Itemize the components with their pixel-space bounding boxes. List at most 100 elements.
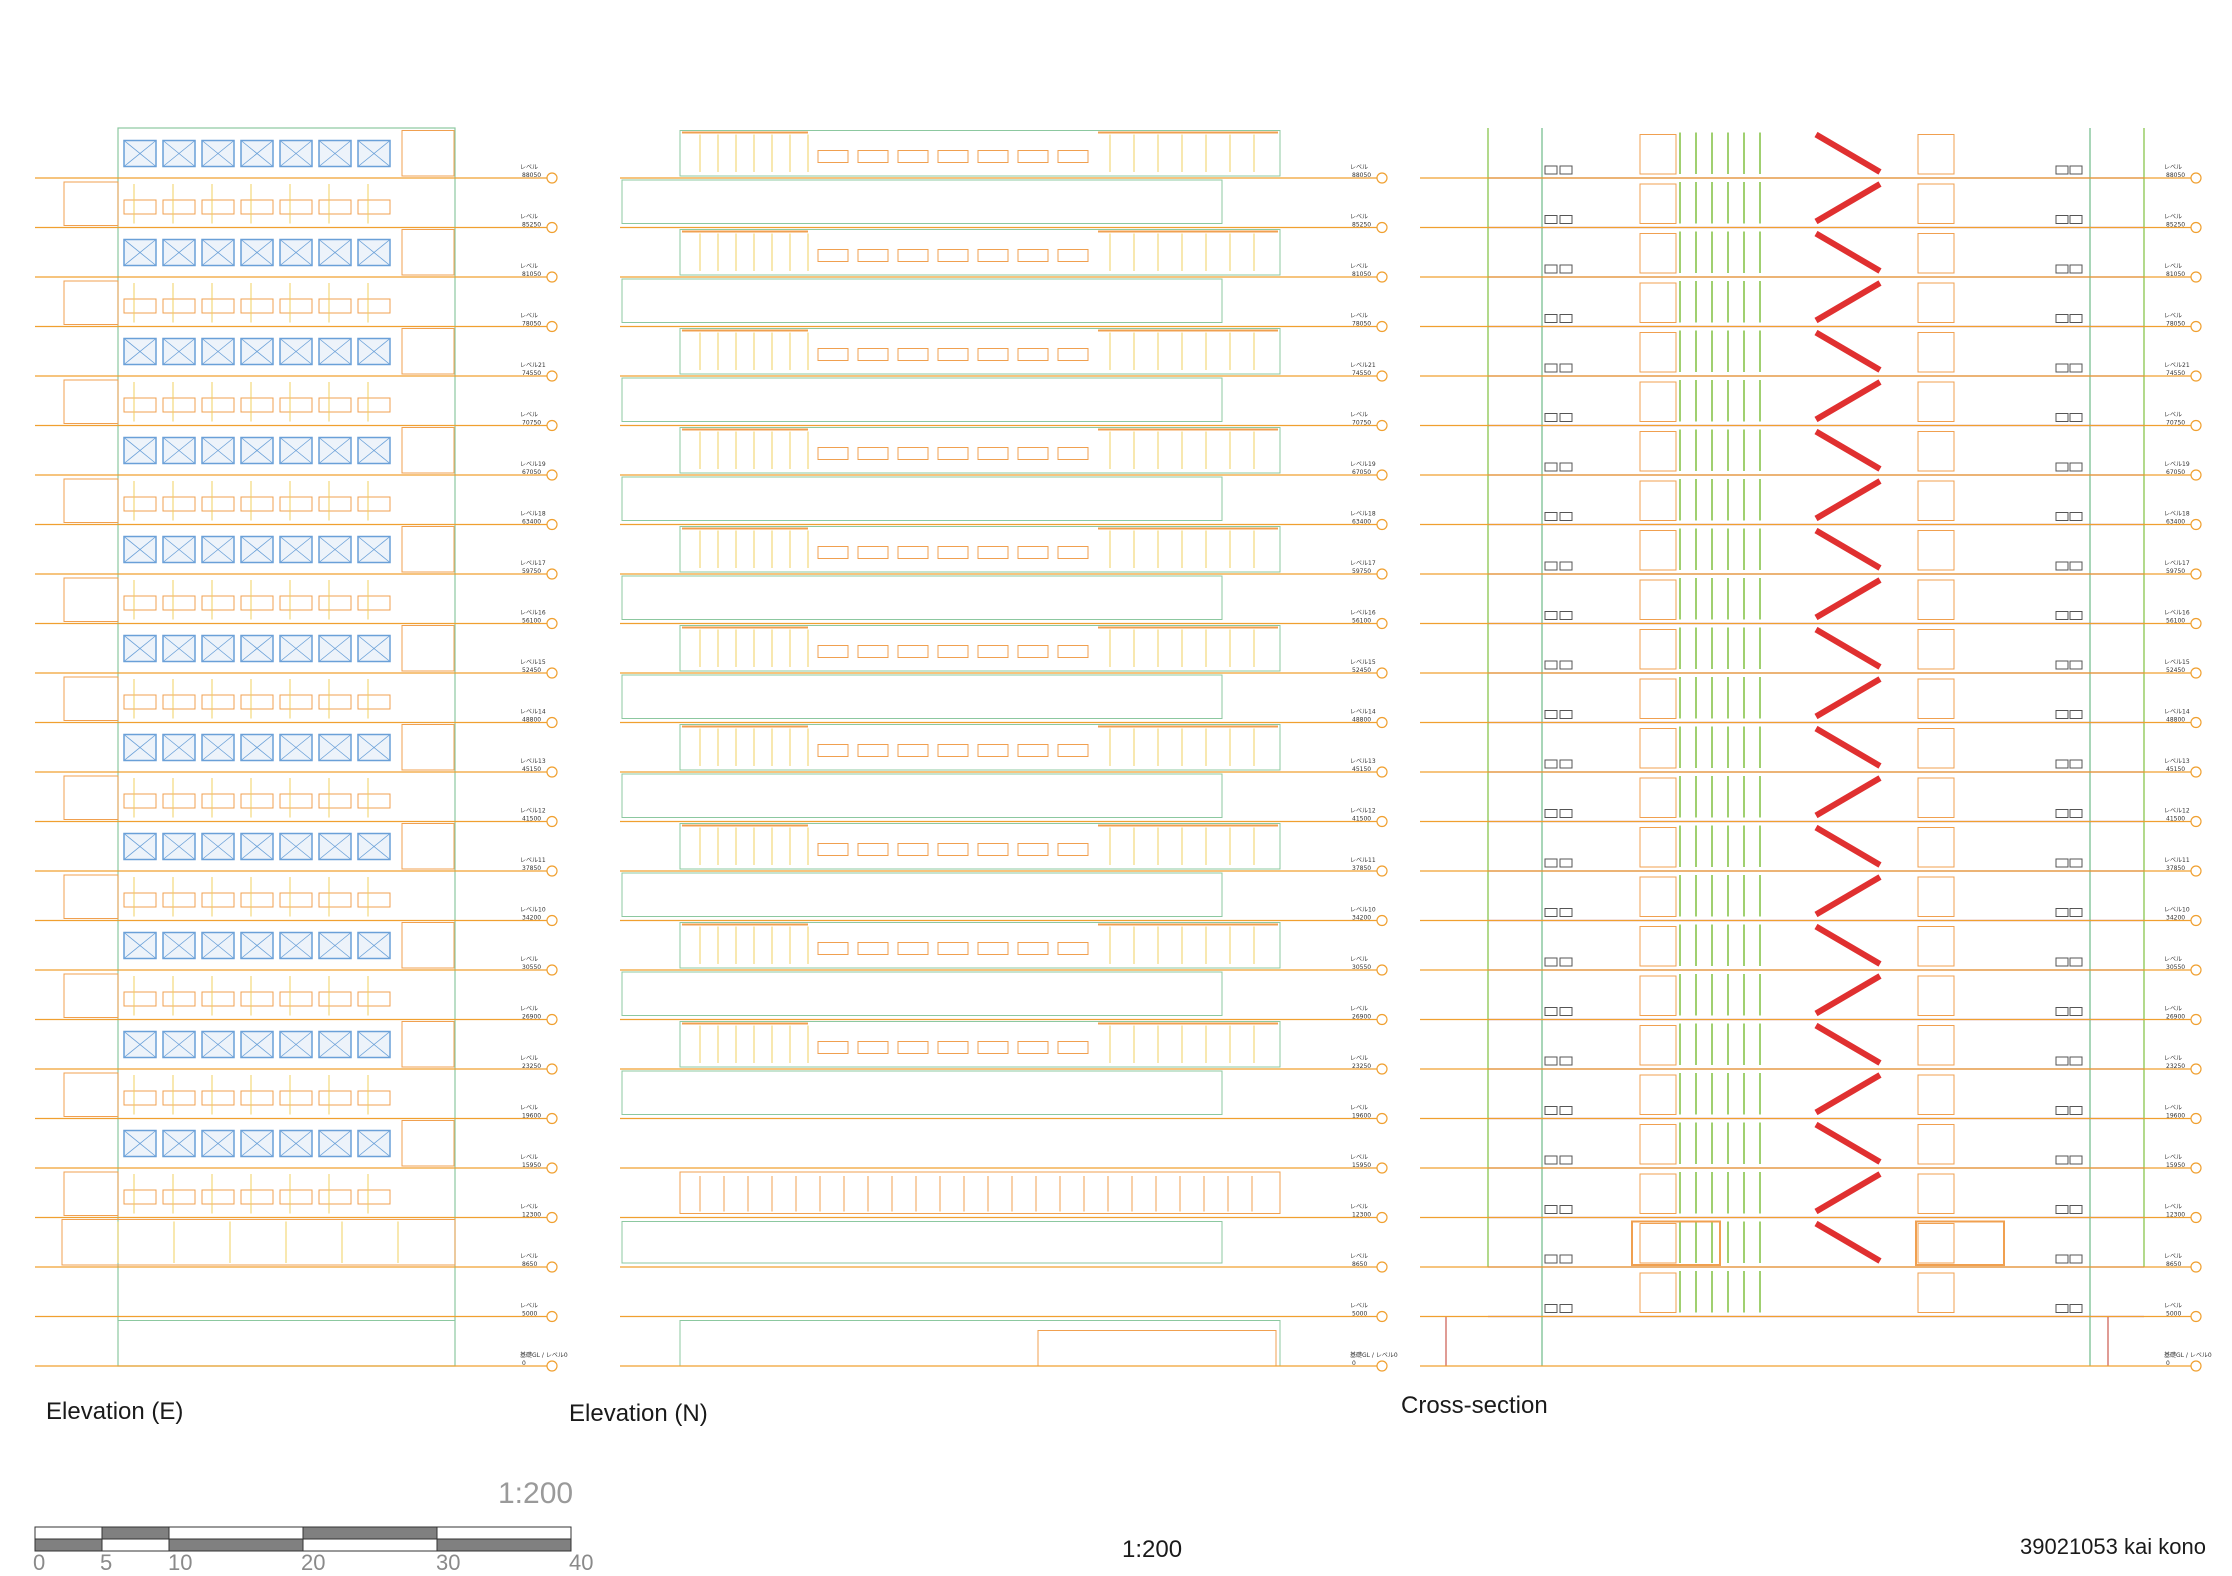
level-name: レベル10 <box>1350 907 1376 914</box>
window-unit <box>977 645 1009 658</box>
level-name: レベル <box>2164 214 2182 221</box>
window-unit <box>937 1041 969 1054</box>
window-unit <box>1057 843 1089 856</box>
stair-flight <box>1814 577 1882 621</box>
facade-bay <box>679 526 1281 573</box>
side-bay <box>401 724 455 771</box>
furniture <box>1559 1304 1573 1313</box>
window-unit <box>279 1189 313 1205</box>
room-door <box>1639 629 1677 670</box>
window-unit <box>1057 942 1089 955</box>
level-value: 30550 <box>1352 964 1371 971</box>
level-name: レベル14 <box>520 709 546 716</box>
window-unit <box>857 645 889 658</box>
stair-flight <box>1814 725 1882 769</box>
furniture <box>1559 1056 1573 1066</box>
room-door <box>1917 1223 1955 1264</box>
glass-brace <box>240 536 274 563</box>
level-circle <box>546 221 558 234</box>
window-unit <box>357 496 391 512</box>
window-unit <box>1017 249 1049 262</box>
level-name: レベル <box>520 1055 538 1062</box>
scale-tick: 40 <box>569 1550 594 1575</box>
window-unit <box>937 843 969 856</box>
glass-brace <box>162 1130 196 1157</box>
level-value: 45150 <box>1352 766 1371 773</box>
level-name: レベル18 <box>520 511 546 518</box>
furniture <box>2055 611 2069 620</box>
level-circle <box>2190 320 2202 333</box>
window-unit <box>817 744 849 757</box>
glass-brace <box>357 635 391 662</box>
level-circle <box>546 1013 558 1026</box>
level-value: 41500 <box>2166 816 2185 823</box>
level-value: 48800 <box>1352 717 1371 724</box>
window-unit <box>201 991 235 1007</box>
window-unit <box>1057 447 1089 460</box>
window-unit <box>201 1189 235 1205</box>
level-circle <box>1376 1261 1388 1273</box>
furniture <box>2055 908 2069 917</box>
window-unit <box>897 249 929 262</box>
room-door <box>1917 431 1955 472</box>
furniture <box>2069 1254 2083 1264</box>
level-value: 41500 <box>1352 816 1371 823</box>
facade-bay <box>679 328 1281 375</box>
level-circle <box>546 1112 558 1125</box>
level-name: レベル <box>2164 1055 2182 1062</box>
furniture <box>2069 363 2083 373</box>
level-name: レベル11 <box>520 857 546 864</box>
window-unit <box>357 595 391 611</box>
level-circle <box>1376 667 1388 679</box>
furniture <box>2069 462 2083 472</box>
level-circle <box>2190 518 2202 531</box>
glass-brace <box>201 338 235 365</box>
glass-brace <box>357 536 391 563</box>
room-door <box>1639 1074 1677 1115</box>
glass-brace <box>279 734 313 761</box>
window-unit <box>240 397 274 413</box>
furniture <box>1544 809 1558 818</box>
level-name: レベル16 <box>2164 610 2190 617</box>
furniture <box>2069 165 2083 175</box>
level-value: 23250 <box>522 1063 541 1070</box>
balcony-bay <box>63 577 119 622</box>
level-name: レベル19 <box>520 461 546 468</box>
furniture <box>1544 314 1558 323</box>
level-value: 88050 <box>1352 172 1371 179</box>
room-door <box>1917 777 1955 818</box>
level-circle <box>1376 1112 1388 1125</box>
stair-flight <box>1814 527 1882 571</box>
level-name: レベル21 <box>2164 362 2190 369</box>
facade-bay <box>679 427 1281 474</box>
level-circle <box>2190 271 2202 283</box>
level-name: レベル <box>2164 956 2182 963</box>
furniture <box>1559 561 1573 571</box>
furniture <box>2069 561 2083 571</box>
recessed-bay <box>621 1070 1223 1115</box>
furniture <box>2069 1155 2083 1165</box>
level-value: 70750 <box>522 420 541 427</box>
window-unit <box>897 546 929 559</box>
window-unit <box>937 348 969 361</box>
stair-flight <box>1814 1022 1882 1066</box>
level-name: レベル17 <box>520 560 546 567</box>
level-name: レベル <box>2164 263 2182 270</box>
furniture <box>1544 215 1558 224</box>
level-value: 78050 <box>2166 321 2185 328</box>
furniture <box>2055 215 2069 224</box>
scale-bar-ratio: 1:200 <box>498 1477 574 1510</box>
level-name: レベル11 <box>2164 857 2190 864</box>
level-circle <box>2190 1063 2202 1075</box>
window-unit <box>357 991 391 1007</box>
level-circle <box>2190 1162 2202 1174</box>
window-unit <box>240 991 274 1007</box>
glass-brace <box>318 1031 352 1058</box>
recessed-bay <box>621 674 1223 719</box>
glass-brace <box>201 1031 235 1058</box>
window-unit <box>123 298 157 314</box>
window-unit <box>897 744 929 757</box>
furniture <box>1544 1007 1558 1016</box>
facade-bay <box>679 1021 1281 1068</box>
scale-tick: 10 <box>168 1550 193 1575</box>
